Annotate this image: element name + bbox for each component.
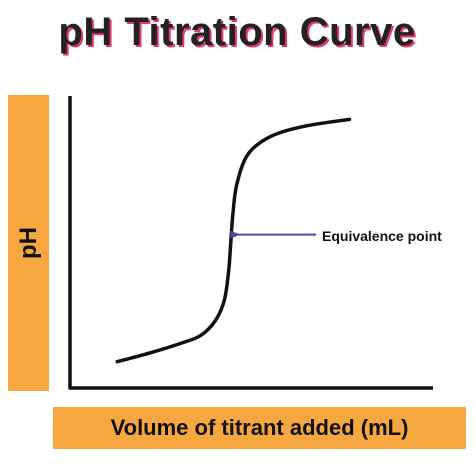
x-axis-label-bar: Volume of titrant added (mL) (53, 407, 466, 449)
chart-title: pH Titration Curve (58, 10, 416, 54)
x-axis-label: Volume of titrant added (mL) (110, 415, 409, 440)
series-layer (115, 117, 352, 364)
equivalence-point-label: Equivalence point (322, 228, 442, 244)
titration-curve-line (115, 117, 352, 364)
y-axis-label-bar: pH (8, 95, 49, 391)
